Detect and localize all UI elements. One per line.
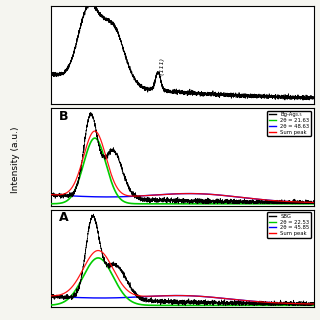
Text: *(111): *(111) <box>160 57 165 77</box>
Legend: SBG, 2θ = 22.53, 2θ = 45.85, Sum peak: SBG, 2θ = 22.53, 2θ = 45.85, Sum peak <box>267 212 311 238</box>
Text: A: A <box>59 211 69 224</box>
Text: Intensity (a.u.): Intensity (a.u.) <box>11 127 20 193</box>
Legend: Bg-Ag₀.₅, 2θ = 21.63, 2θ = 48.63, Sum peak: Bg-Ag₀.₅, 2θ = 21.63, 2θ = 48.63, Sum pe… <box>267 111 311 136</box>
Text: B: B <box>59 110 68 123</box>
